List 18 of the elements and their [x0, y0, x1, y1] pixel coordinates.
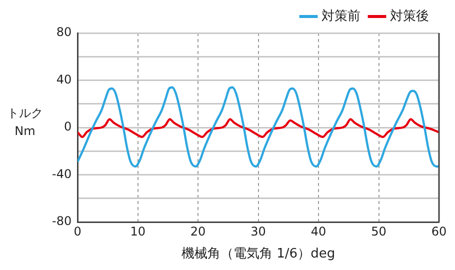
y-tick-label: -80: [52, 214, 72, 228]
x-tick-label: 0: [74, 224, 82, 238]
x-tick-label: 20: [190, 224, 206, 238]
x-tick-label: 60: [431, 224, 447, 238]
y-tick-label: -40: [52, 166, 72, 181]
x-tick-label: 10: [130, 224, 146, 238]
y-tick-label: 0: [64, 120, 72, 134]
legend-label: 対策後: [390, 8, 429, 24]
x-tick-label: 50: [371, 224, 386, 238]
line-series: [78, 118, 439, 138]
y-axis-title: トルク Nm: [6, 105, 44, 140]
line-series: [78, 86, 439, 168]
x-axis-title: 機械角（電気角 1/6）deg: [182, 246, 336, 262]
x-tick-label: 40: [310, 224, 326, 238]
y-tick-label: 80: [56, 25, 72, 40]
x-tick-label: 30: [250, 224, 266, 238]
y-tick-label: 40: [56, 72, 72, 86]
legend-label: 対策前: [322, 8, 360, 24]
